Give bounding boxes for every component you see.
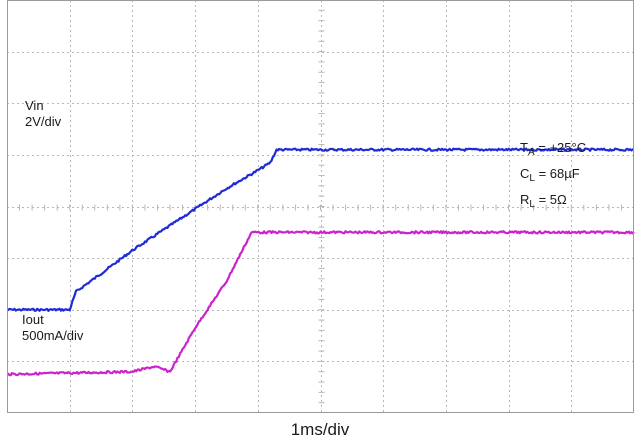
trace-iout [6, 230, 635, 377]
vin-name: Vin [25, 98, 44, 113]
ta-condition: TA = +25°C [520, 140, 586, 161]
ta-subscript: A [527, 147, 535, 158]
rl-symbol: R [520, 192, 530, 207]
trace-vin [6, 147, 635, 312]
iout-name: Iout [22, 312, 44, 327]
iout-scale: 500mA/div [22, 328, 84, 343]
x-axis-label: 1ms/div [290, 420, 350, 439]
cl-value: = 68µF [534, 166, 580, 181]
rl-condition: RL = 5Ω [520, 192, 567, 213]
ta-value: = +25°C [534, 140, 587, 155]
rl-subscript: L [529, 199, 535, 210]
iout-label: Iout 500mA/div [22, 312, 83, 344]
cl-condition: CL = 68µF [520, 166, 580, 187]
ta-symbol: T [520, 140, 528, 155]
plot-frame [7, 0, 634, 413]
cl-symbol: C [520, 166, 530, 181]
cl-subscript: L [529, 173, 535, 184]
traces [6, 147, 635, 377]
grid [7, 0, 634, 413]
vin-label: Vin 2V/div [25, 98, 61, 130]
vin-scale: 2V/div [25, 114, 62, 129]
rl-value: = 5Ω [534, 192, 567, 207]
